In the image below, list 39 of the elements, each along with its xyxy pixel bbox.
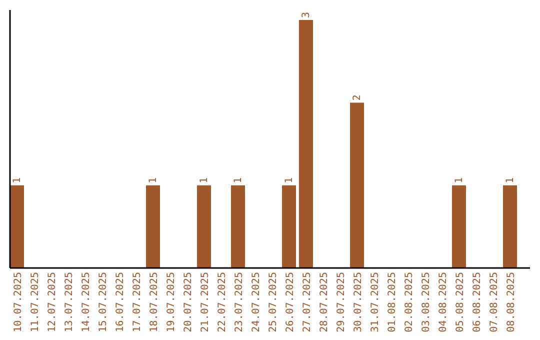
- x-tick-label: 30.07.2025: [353, 272, 364, 332]
- x-tick-label: 29.07.2025: [336, 272, 347, 332]
- x-tick-label: 15.07.2025: [98, 272, 109, 332]
- x-tick-label: 31.07.2025: [370, 272, 381, 332]
- x-tick-label: 20.07.2025: [183, 272, 194, 332]
- x-tick-label: 23.07.2025: [234, 272, 245, 332]
- x-tick-label: 16.07.2025: [115, 272, 126, 332]
- data-label: 1: [284, 177, 295, 184]
- x-tick-label: 17.07.2025: [132, 272, 143, 332]
- x-tick-label: 05.08.2025: [455, 272, 466, 332]
- x-tick-label: 27.07.2025: [302, 272, 313, 332]
- x-tick-label: 25.07.2025: [268, 272, 279, 332]
- data-label: 2: [352, 94, 363, 101]
- data-label: 1: [12, 177, 23, 184]
- x-tick-label: 02.08.2025: [404, 272, 415, 332]
- x-tick-label: 14.07.2025: [81, 272, 92, 332]
- data-label: 1: [454, 177, 465, 184]
- x-tick-label: 19.07.2025: [166, 272, 177, 332]
- data-label: 1: [199, 177, 210, 184]
- x-tick-label: 22.07.2025: [217, 272, 228, 332]
- x-tick-label: 10.07.2025: [13, 272, 24, 332]
- x-tick-label: 07.08.2025: [489, 272, 500, 332]
- x-tick-label: 04.08.2025: [438, 272, 449, 332]
- data-label: 1: [233, 177, 244, 184]
- x-tick-label: 28.07.2025: [319, 272, 330, 332]
- x-tick-label: 26.07.2025: [285, 272, 296, 332]
- x-tick-label: 13.07.2025: [64, 272, 75, 332]
- x-tick-label: 21.07.2025: [200, 272, 211, 332]
- x-tick-label: 03.08.2025: [421, 272, 432, 332]
- x-tick-label: 11.07.2025: [30, 272, 41, 332]
- data-label: 3: [301, 12, 312, 18]
- x-tick-label: 12.07.2025: [47, 272, 58, 332]
- data-label: 1: [148, 177, 159, 184]
- data-label: 1: [505, 177, 516, 184]
- x-tick-label: 06.08.2025: [472, 272, 483, 332]
- x-tick-label: 18.07.2025: [149, 272, 160, 332]
- x-tick-label: 08.08.2025: [506, 272, 517, 332]
- x-tick-label: 24.07.2025: [251, 272, 262, 332]
- x-tick-label: 01.08.2025: [387, 272, 398, 332]
